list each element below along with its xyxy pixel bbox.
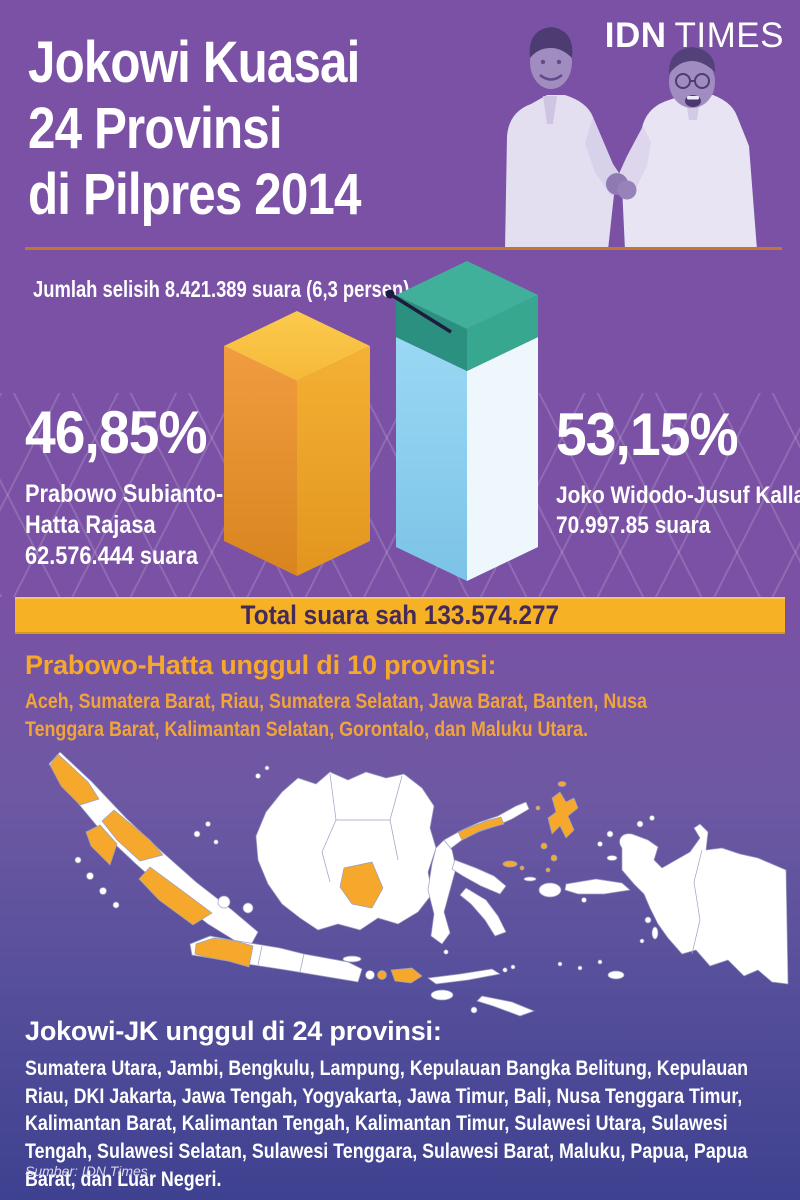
logo-times: TIMES: [674, 16, 784, 55]
jokowi-provinces-list: Sumatera Utara, Jambi, Bengkulu, Lampung…: [25, 1057, 749, 1191]
header-divider-line: [25, 247, 782, 250]
map-papua: [619, 823, 789, 985]
map-sulawesi-se-arm: [459, 887, 507, 937]
jokowi-percent: 53,15%: [556, 401, 739, 468]
bar-chart: [224, 261, 538, 581]
map-sumatera-selatan: [138, 866, 213, 926]
jokowi-name: Joko Widodo-Jusuf Kalla: [556, 482, 800, 509]
map-madura: [342, 955, 362, 963]
handshake: [606, 173, 637, 200]
source-credit: Sumber: IDN Times: [25, 1163, 148, 1179]
map-gorontalo: [457, 816, 505, 841]
map-kalimantan-selatan: [339, 861, 384, 909]
map-maluku-utara: [547, 791, 579, 839]
map-timor: [476, 995, 535, 1017]
map-aceh: [49, 753, 100, 806]
page-title-line3: di Pilpres 2014: [28, 162, 361, 228]
map-sumbawa: [390, 967, 423, 984]
map-kalimantan: [255, 771, 437, 931]
prabowo-bar: [224, 311, 370, 576]
jokowi-votes: 70.997.85 suara: [556, 511, 711, 539]
idn-times-logo: IDN TIMES: [605, 16, 784, 56]
prabowo-stat-block: 46,85% Prabowo Subianto- Hatta Rajasa 62…: [25, 398, 253, 572]
map-sumatera-barat: [85, 824, 118, 866]
map-seram: [564, 878, 631, 895]
prabowo-provinces-heading: Prabowo-Hatta unggul di 10 provinsi:: [25, 650, 497, 680]
map-jawa-barat-banten: [194, 937, 254, 968]
difference-cap: [396, 261, 538, 371]
page-title: Jokowi Kuasai 24 Provinsi di Pilpres 201…: [28, 30, 504, 228]
candidates-photo: [505, 27, 757, 250]
prabowo-provinces-list: Aceh, Sumatera Barat, Riau, Sumatera Sel…: [25, 690, 648, 741]
total-votes-banner: Total suara sah 133.574.277: [15, 597, 785, 634]
jokowi-stat-block: 53,15% Joko Widodo-Jusuf Kalla 70.997.85…: [556, 400, 800, 541]
jokowi-bar: [396, 261, 538, 581]
jokowi-figure: [505, 27, 625, 250]
map-belitung: [242, 902, 254, 914]
page-title-line2: 24 Provinsi: [28, 96, 283, 162]
jusuf-kalla-figure: [617, 47, 757, 250]
map-riau: [101, 809, 164, 862]
logo-idn: IDN: [604, 16, 667, 55]
map-lombok: [377, 970, 387, 980]
total-votes-text: Total suara sah 133.574.277: [240, 600, 560, 630]
map-tanimbar: [607, 970, 625, 980]
map-sulawesi-east-arm: [451, 859, 507, 895]
indonesia-map: [48, 751, 789, 1017]
page-title-line1: Jokowi Kuasai: [28, 30, 360, 95]
map-bangka: [217, 895, 231, 909]
map-buru: [538, 882, 562, 898]
prabowo-percent: 46,85%: [25, 399, 208, 466]
map-flores: [427, 968, 501, 985]
map-sumba: [430, 989, 454, 1001]
jokowi-provinces-section: Jokowi-JK unggul di 24 provinsi: Sumater…: [25, 1016, 795, 1194]
map-bali: [365, 970, 375, 980]
jokowi-name-votes: Joko Widodo-Jusuf Kalla 70.997.85 suara: [556, 481, 800, 541]
annotation-pointer: [385, 289, 452, 334]
prabowo-name-votes: Prabowo Subianto- Hatta Rajasa 62.576.44…: [25, 479, 223, 572]
prabowo-votes: 62.576.444 suara: [25, 542, 198, 570]
prabowo-name-line2: Hatta Rajasa: [25, 511, 156, 539]
difference-annotation: Jumlah selisih 8.421.389 suara (6,3 pers…: [33, 276, 410, 302]
jokowi-provinces-heading: Jokowi-JK unggul di 24 provinsi:: [25, 1016, 442, 1046]
prabowo-provinces-section: Prabowo-Hatta unggul di 10 provinsi: Ace…: [25, 650, 785, 743]
prabowo-name-line1: Prabowo Subianto-: [25, 480, 224, 508]
